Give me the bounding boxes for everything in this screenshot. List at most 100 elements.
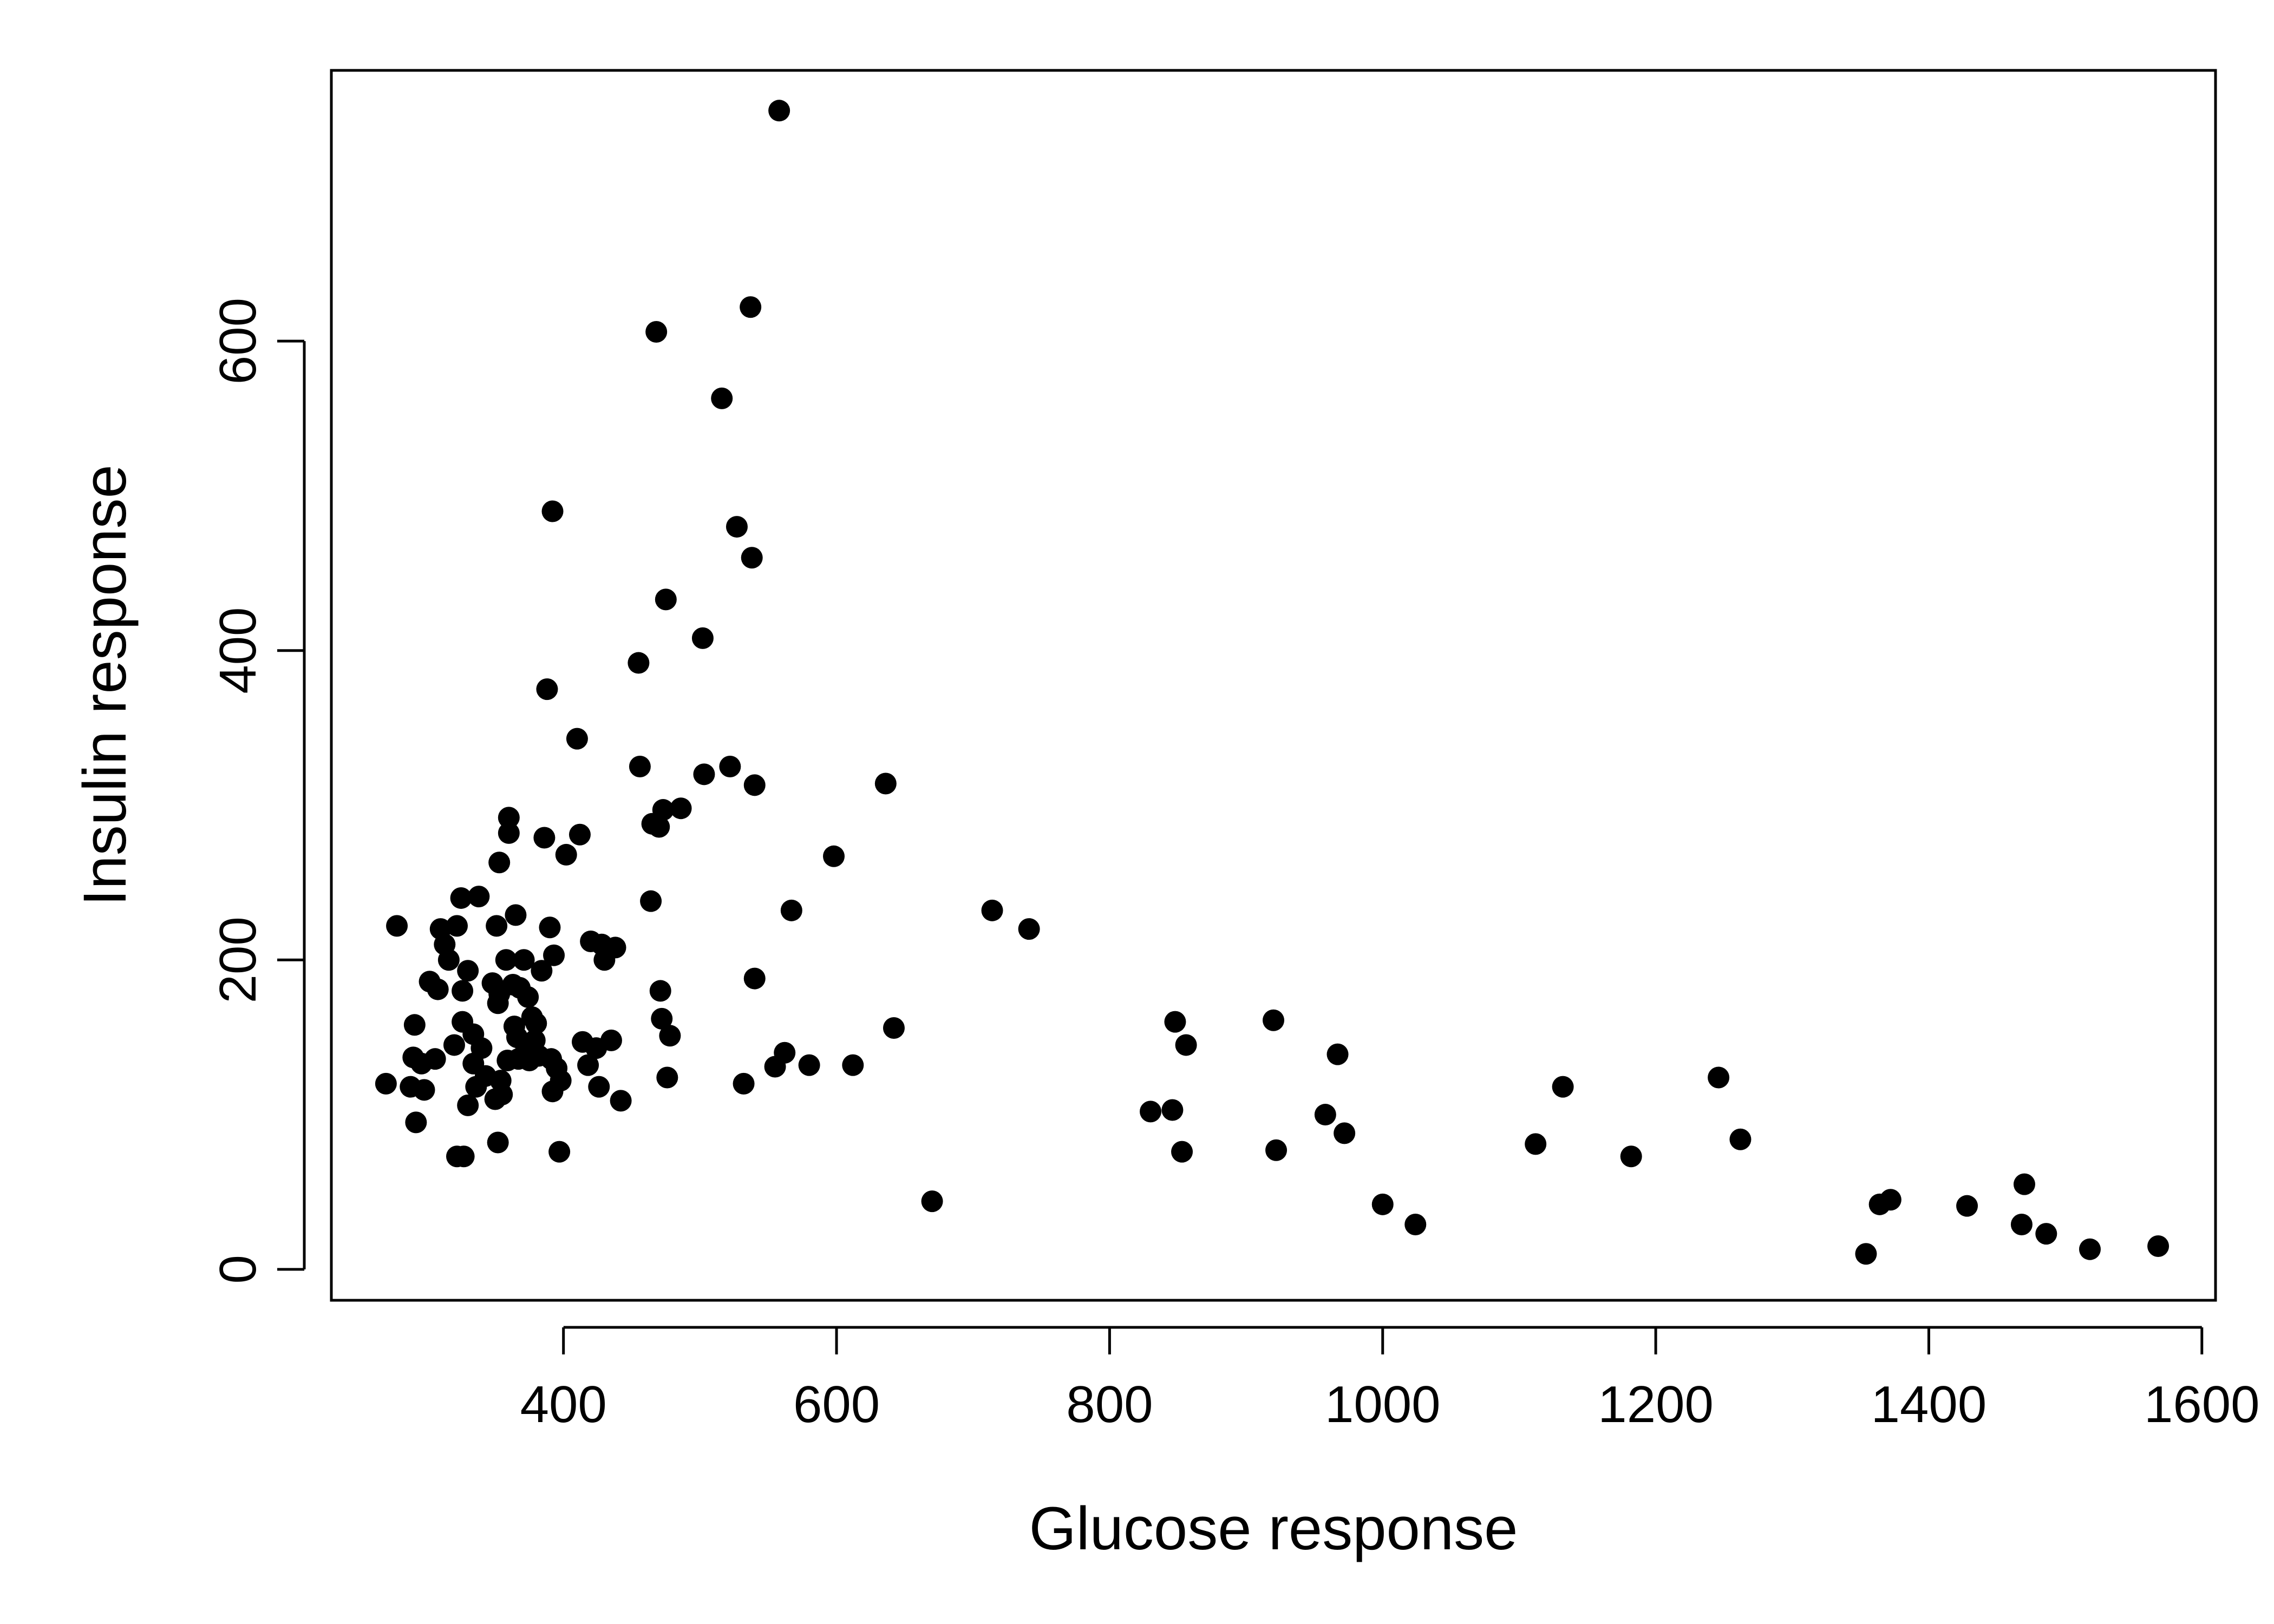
data-point	[1956, 1195, 1978, 1217]
data-point	[2147, 1235, 2170, 1257]
data-point	[446, 915, 468, 937]
data-point	[488, 852, 511, 874]
data-point	[1620, 1145, 1642, 1168]
data-points	[375, 100, 2170, 1265]
y-tick-label: 600	[209, 298, 267, 384]
data-point	[1171, 1141, 1193, 1163]
data-point	[670, 797, 692, 820]
data-point	[525, 1012, 547, 1034]
data-point	[1334, 1122, 1356, 1144]
data-point	[629, 756, 651, 778]
data-point	[517, 986, 539, 1008]
data-point	[1729, 1128, 1752, 1150]
data-point	[711, 387, 733, 409]
data-point	[427, 978, 449, 1000]
data-point	[774, 1042, 796, 1064]
data-point	[1708, 1066, 1730, 1089]
data-point	[2013, 1173, 2035, 1195]
x-axis: 400 600 800 1000 1200 1400 1600	[520, 1326, 2260, 1433]
data-point	[883, 1017, 905, 1039]
data-point	[600, 1029, 622, 1051]
data-point	[543, 944, 565, 966]
data-point	[375, 1072, 397, 1095]
data-point	[1161, 1099, 1184, 1121]
data-point	[577, 1054, 599, 1076]
data-point	[405, 1111, 427, 1134]
data-point	[555, 843, 577, 866]
data-point	[691, 627, 714, 649]
data-point	[842, 1054, 864, 1076]
data-point	[1525, 1133, 1547, 1155]
data-point	[649, 980, 671, 1002]
y-tick-label: 400	[209, 607, 267, 694]
data-point	[1371, 1193, 1394, 1215]
data-point	[741, 547, 763, 569]
data-point	[651, 1007, 673, 1030]
x-tick-label: 1600	[2144, 1376, 2260, 1433]
data-point	[652, 799, 674, 821]
data-point	[2035, 1223, 2057, 1245]
data-point	[823, 845, 845, 867]
data-point	[1263, 1009, 1284, 1031]
data-point	[659, 1025, 681, 1047]
data-point	[403, 1014, 426, 1036]
data-point	[1175, 1034, 1197, 1056]
data-point	[628, 652, 650, 674]
data-point	[2010, 1213, 2033, 1235]
data-point	[2079, 1238, 2101, 1260]
data-point	[1018, 918, 1040, 940]
data-point	[539, 916, 561, 939]
data-point	[588, 1076, 610, 1098]
data-point	[550, 1070, 572, 1092]
data-point	[541, 500, 564, 522]
data-point	[443, 1034, 465, 1056]
data-point	[604, 937, 626, 959]
data-point	[693, 763, 715, 785]
data-point	[740, 296, 762, 318]
data-point	[743, 967, 766, 990]
x-tick-label: 400	[520, 1376, 607, 1433]
data-point	[453, 1145, 475, 1168]
data-point	[1140, 1101, 1162, 1123]
data-point	[437, 949, 460, 971]
data-point	[471, 1037, 493, 1059]
data-point	[1404, 1213, 1427, 1235]
data-point	[655, 588, 677, 611]
data-point	[1879, 1189, 1901, 1211]
x-tick-label: 600	[793, 1376, 880, 1433]
data-point	[486, 915, 508, 937]
data-point	[457, 1094, 479, 1116]
data-point	[424, 1048, 446, 1070]
plot-frame	[330, 69, 2217, 1302]
data-point	[505, 904, 527, 926]
data-point	[726, 516, 748, 538]
x-tick-label: 800	[1066, 1376, 1153, 1433]
x-axis-title: Glucose response	[1029, 1495, 1518, 1562]
data-point	[413, 1079, 435, 1101]
data-point	[498, 807, 520, 829]
y-tick-label: 0	[209, 1255, 267, 1284]
data-point	[1552, 1076, 1574, 1098]
data-point	[874, 772, 897, 795]
data-point	[452, 980, 474, 1002]
data-point	[921, 1190, 943, 1213]
data-point	[568, 823, 591, 846]
x-tick-label: 1400	[1871, 1376, 1987, 1433]
x-tick-label: 1200	[1598, 1376, 1714, 1433]
data-point	[1327, 1043, 1349, 1065]
data-point	[495, 949, 517, 971]
data-point	[1314, 1104, 1336, 1126]
data-point	[386, 915, 408, 937]
data-point	[1164, 1011, 1186, 1033]
data-point	[548, 1141, 571, 1163]
data-point	[1265, 1139, 1288, 1161]
data-point	[768, 100, 790, 122]
data-point	[457, 960, 479, 982]
data-point	[513, 949, 535, 971]
data-point	[798, 1054, 820, 1076]
data-point	[566, 728, 588, 750]
data-point	[610, 1090, 632, 1112]
data-point	[719, 756, 741, 778]
